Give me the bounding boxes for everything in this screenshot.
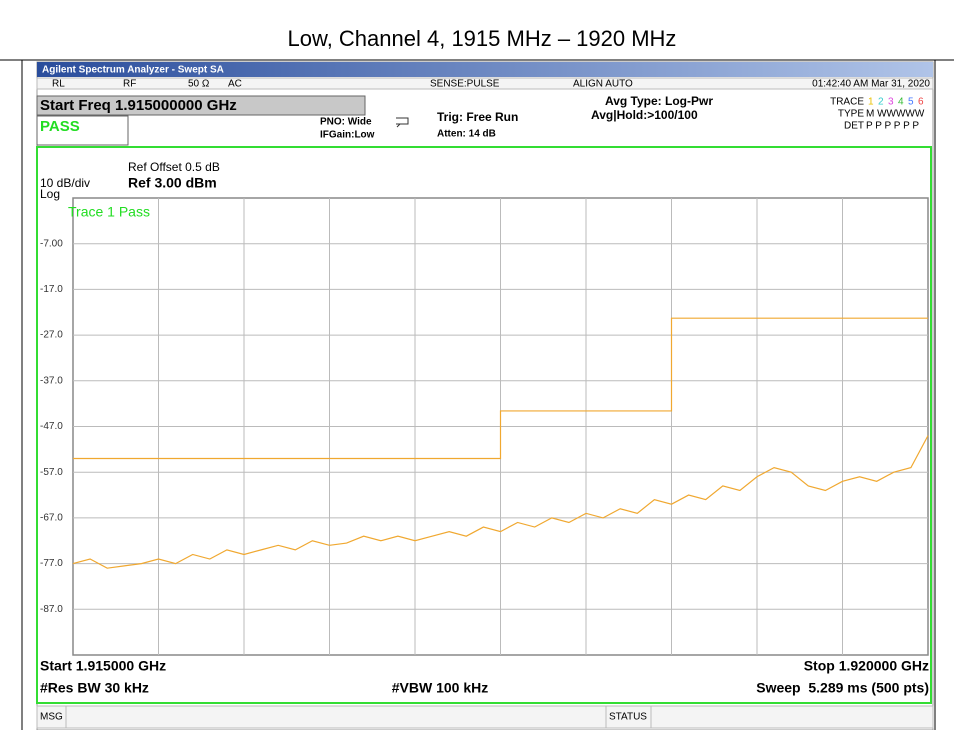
det-label: DET [844, 121, 864, 132]
trace-line [73, 317, 928, 460]
trace-number: 1 [868, 97, 874, 108]
status-item: SENSE:PULSE [430, 79, 500, 90]
trig: Trig: Free Run [437, 110, 518, 124]
ref-level: Ref 3.00 dBm [128, 175, 217, 191]
status-item: RL [52, 79, 65, 90]
sweep: Sweep 5.289 ms (500 pts) [756, 680, 929, 696]
y-tick-label: -57.0 [40, 467, 63, 478]
status: STATUS [609, 712, 647, 723]
y-tick-label: -87.0 [40, 604, 63, 615]
avg-type: Avg Type: Log-Pwr [605, 94, 713, 108]
pno: PNO: Wide [320, 117, 372, 128]
det-value: P P P P P P [866, 121, 919, 132]
start-freq: Start Freq 1.915000000 GHz [40, 97, 237, 114]
scale: 10 dB/div [40, 176, 90, 190]
annotation: Trace 1 Pass [68, 204, 150, 220]
atten: Atten: 14 dB [437, 129, 496, 140]
trace-number: 4 [898, 97, 904, 108]
ref-offset: Ref Offset 0.5 dB [128, 160, 220, 174]
msg: MSG [40, 712, 63, 723]
message-bar [36, 705, 934, 729]
status-item: AC [228, 79, 242, 90]
trace-number: 6 [918, 97, 924, 108]
plot: -7.00 -17.0 -27.0 -37.0 -47.0 -57.0 -67.0 -77.0… [40, 197, 929, 656]
trace-number: 3 [888, 97, 894, 108]
trace-line [72, 435, 929, 569]
status-row [36, 77, 934, 90]
trace-number: 2 [878, 97, 884, 108]
scale-type: Log [40, 187, 60, 201]
title-bar [37, 62, 933, 77]
type-value: M WWWWW [866, 109, 925, 120]
trace-number: 5 [908, 97, 914, 108]
y-tick-label: -67.0 [40, 513, 63, 524]
page-title: Low, Channel 4, 1915 MHz – 1920 MHz [288, 26, 677, 51]
status-item: ALIGN AUTO [573, 79, 633, 90]
plot-frame [36, 146, 932, 704]
start-freq-box [36, 95, 366, 116]
rbw: #Res BW 30 kHz [40, 680, 149, 696]
y-tick-label: -47.0 [40, 421, 63, 432]
pass: PASS [40, 118, 80, 135]
status-item: 50 Ω [188, 79, 210, 90]
window-title: Agilent Spectrum Analyzer - Swept SA [42, 65, 224, 76]
y-tick-label: -7.00 [40, 238, 63, 249]
start-label: Start 1.915000 GHz [40, 658, 166, 674]
pass-box [36, 115, 129, 146]
trigger-icon [396, 117, 409, 128]
y-tick-label: -17.0 [40, 284, 63, 295]
avg-hold: Avg|Hold:>100/100 [591, 108, 698, 122]
y-tick-label: -77.0 [40, 558, 63, 569]
y-tick-label: -37.0 [40, 375, 63, 386]
status-item: 01:42:40 AM Mar 31, 2020 [812, 79, 930, 90]
trace-label: TRACE [830, 97, 864, 108]
ifgain: IFGain:Low [320, 130, 375, 141]
status-item: RF [123, 79, 136, 90]
stop-label: Stop 1.920000 GHz [804, 658, 929, 674]
y-tick-label: -27.0 [40, 330, 63, 341]
type-label: TYPE [838, 109, 864, 120]
vbw: #VBW 100 kHz [392, 680, 488, 696]
